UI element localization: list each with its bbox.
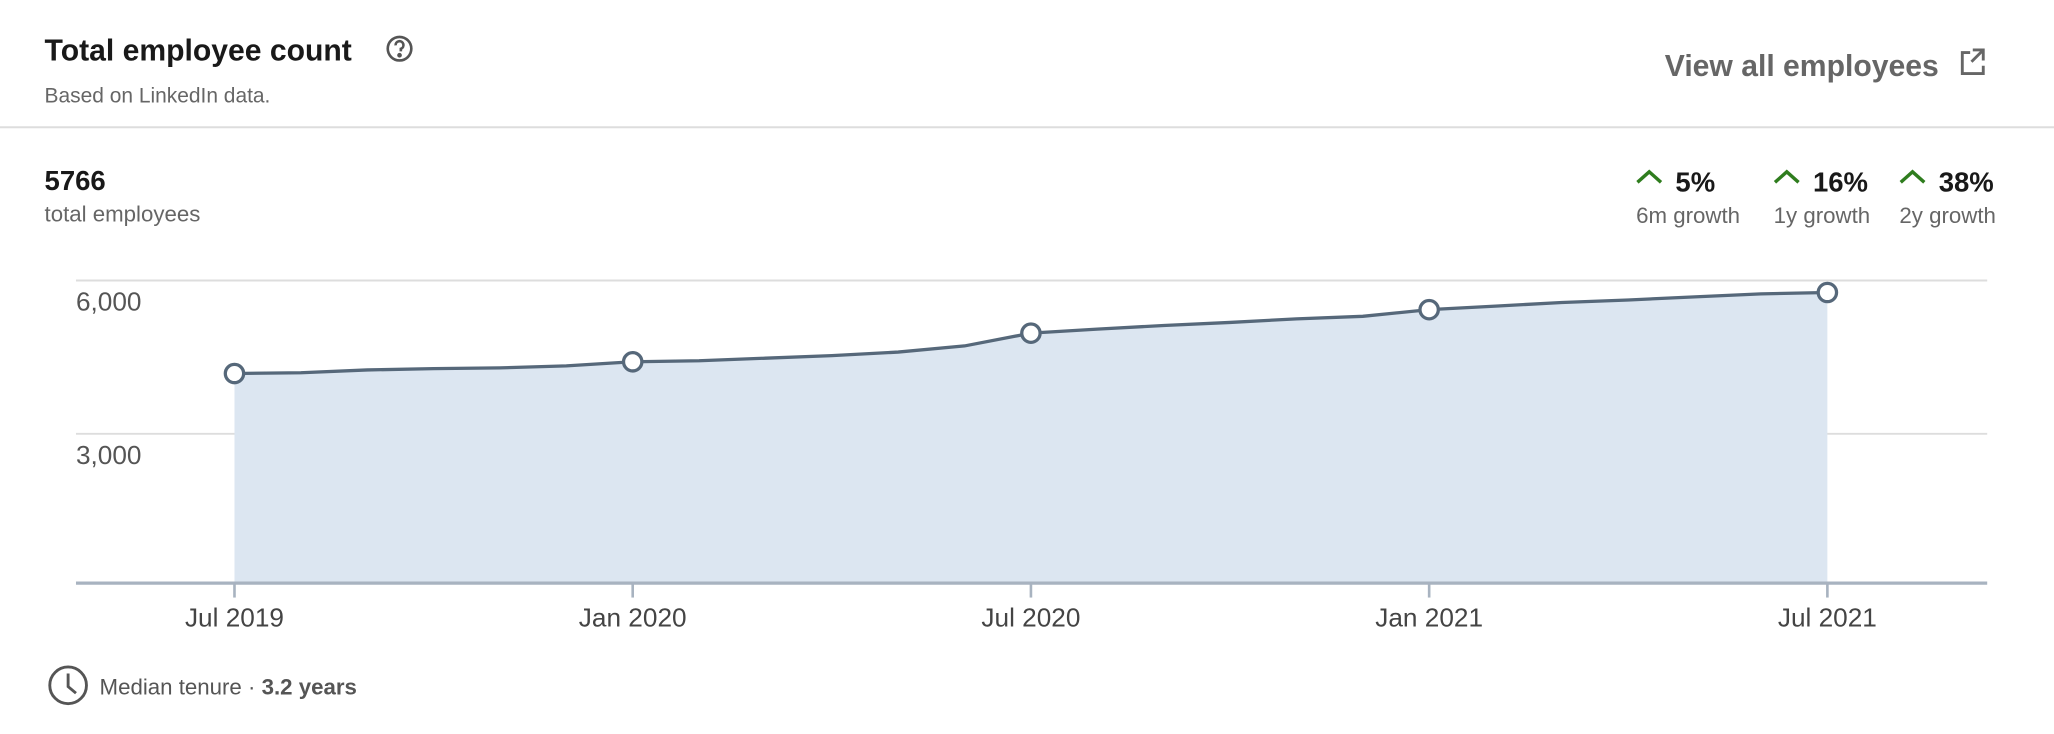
title: Total employee count	[45, 34, 352, 67]
growth-arrow	[1636, 169, 1663, 184]
x-tick-label: Jul 2021	[1778, 602, 1877, 632]
growth-stats: 5% 6m growth 16% 1y growth 38% 2y growth	[1636, 166, 1996, 227]
x-tick-label: Jul 2019	[185, 602, 284, 632]
total-count: 5766	[45, 165, 106, 196]
growth-label: 6m growth	[1636, 203, 1740, 228]
y-tick-label: 6,000	[76, 287, 142, 317]
x-tick-label: Jan 2021	[1375, 602, 1483, 632]
growth-value: 5%	[1675, 166, 1715, 197]
view-all-link[interactable]: View all employees	[1665, 50, 1939, 83]
growth-arrow	[1773, 169, 1800, 184]
clock-icon	[48, 665, 88, 706]
subtitle: Based on LinkedIn data.	[45, 84, 271, 107]
growth-arrow	[1899, 169, 1926, 184]
y-tick-label: 3,000	[76, 440, 142, 470]
growth-value: 16%	[1813, 166, 1868, 197]
growth-label: 1y growth	[1774, 203, 1870, 228]
point	[1418, 298, 1440, 321]
tenure: Median tenure · 3.2 years	[100, 674, 357, 699]
point	[223, 362, 246, 385]
total-label: total employees	[45, 202, 201, 227]
x-tick-label: Jan 2020	[579, 602, 687, 632]
x-tick-label: Jul 2020	[981, 602, 1080, 632]
chart: 3,000 6,000 Jul 2019 Jan 2020 Jul 2020 Jan 20…	[76, 279, 1988, 632]
tenure-value: 3.2 years	[262, 674, 357, 699]
point	[1020, 322, 1042, 344]
help-icon[interactable]	[386, 35, 413, 62]
tenure-label: Median tenure ·	[100, 674, 256, 699]
growth-value: 38%	[1939, 166, 1994, 197]
external-link-icon[interactable]	[1960, 48, 1985, 76]
growth-label: 2y growth	[1899, 203, 1995, 228]
point	[621, 350, 644, 373]
point	[1816, 281, 1839, 304]
